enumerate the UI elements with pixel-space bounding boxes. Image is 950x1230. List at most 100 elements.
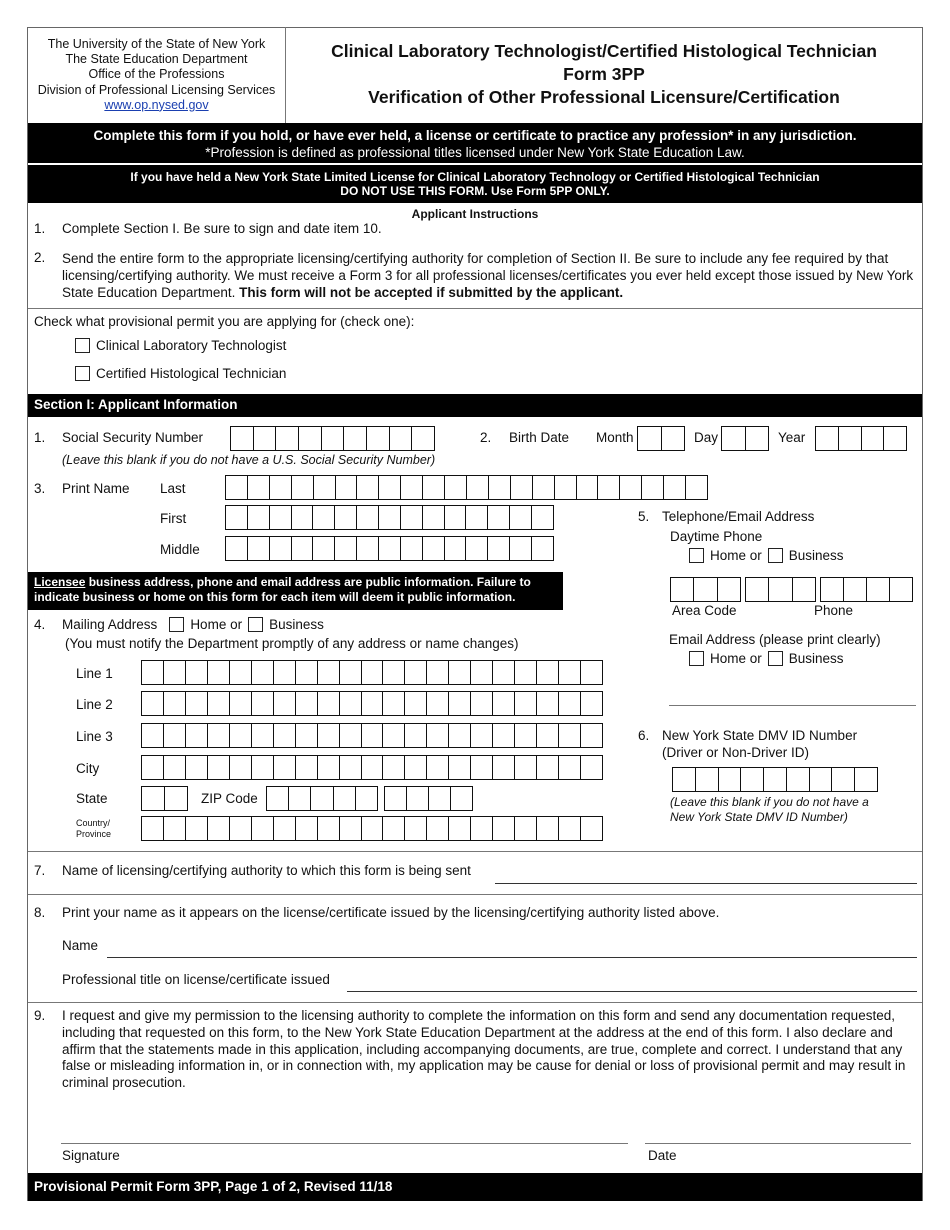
character-box[interactable] xyxy=(694,578,718,601)
character-box[interactable] xyxy=(340,817,362,840)
character-box[interactable] xyxy=(252,817,274,840)
character-box[interactable] xyxy=(493,661,516,684)
character-box[interactable] xyxy=(165,787,187,810)
character-box[interactable] xyxy=(821,578,844,601)
address-business-checkbox[interactable] xyxy=(248,617,264,632)
character-box[interactable] xyxy=(357,506,380,529)
last-name-input[interactable] xyxy=(225,475,708,500)
character-box[interactable] xyxy=(164,817,186,840)
character-box[interactable] xyxy=(226,506,248,529)
character-box[interactable] xyxy=(493,817,516,840)
character-box[interactable] xyxy=(510,537,533,560)
email-business-checkbox[interactable] xyxy=(767,651,783,666)
character-box[interactable] xyxy=(445,476,467,499)
character-box[interactable] xyxy=(467,476,489,499)
character-box[interactable] xyxy=(322,427,345,450)
character-box[interactable] xyxy=(581,817,602,840)
character-box[interactable] xyxy=(296,756,318,779)
country-input[interactable] xyxy=(141,816,603,841)
character-box[interactable] xyxy=(362,756,384,779)
birth-month-input[interactable] xyxy=(637,426,685,451)
character-box[interactable] xyxy=(336,476,358,499)
character-box[interactable] xyxy=(226,537,248,560)
address-line3-input[interactable] xyxy=(141,723,603,748)
character-box[interactable] xyxy=(142,787,165,810)
character-box[interactable] xyxy=(335,506,358,529)
character-box[interactable] xyxy=(427,756,450,779)
character-box[interactable] xyxy=(718,578,740,601)
character-box[interactable] xyxy=(764,768,787,791)
character-box[interactable] xyxy=(313,537,336,560)
permit-option-clt[interactable]: Clinical Laboratory Technologist xyxy=(75,338,286,353)
character-box[interactable] xyxy=(208,756,230,779)
character-box[interactable] xyxy=(577,476,599,499)
character-box[interactable] xyxy=(208,724,230,747)
character-box[interactable] xyxy=(252,692,274,715)
character-box[interactable] xyxy=(559,756,582,779)
character-box[interactable] xyxy=(537,817,560,840)
character-box[interactable] xyxy=(471,661,494,684)
character-box[interactable] xyxy=(537,661,560,684)
character-box[interactable] xyxy=(451,787,472,810)
character-box[interactable] xyxy=(340,724,362,747)
middle-name-input[interactable] xyxy=(225,536,554,561)
character-box[interactable] xyxy=(270,537,292,560)
authority-input[interactable] xyxy=(495,883,917,884)
character-box[interactable] xyxy=(186,817,208,840)
character-box[interactable] xyxy=(379,506,401,529)
character-box[interactable] xyxy=(581,661,602,684)
character-box[interactable] xyxy=(356,787,377,810)
character-box[interactable] xyxy=(340,692,362,715)
character-box[interactable] xyxy=(362,724,384,747)
character-box[interactable] xyxy=(379,476,402,499)
character-box[interactable] xyxy=(673,768,696,791)
character-box[interactable] xyxy=(362,661,384,684)
character-box[interactable] xyxy=(890,578,912,601)
character-box[interactable] xyxy=(515,817,538,840)
phone-prefix-input[interactable] xyxy=(745,577,816,602)
character-box[interactable] xyxy=(142,724,164,747)
character-box[interactable] xyxy=(383,661,406,684)
character-box[interactable] xyxy=(401,537,423,560)
character-box[interactable] xyxy=(362,817,384,840)
zip-input[interactable] xyxy=(266,786,378,811)
character-box[interactable] xyxy=(769,578,793,601)
character-box[interactable] xyxy=(270,506,292,529)
character-box[interactable] xyxy=(412,427,434,450)
character-box[interactable] xyxy=(515,724,538,747)
character-box[interactable] xyxy=(186,661,208,684)
character-box[interactable] xyxy=(274,817,296,840)
character-box[interactable] xyxy=(405,692,428,715)
phone-home-checkbox[interactable] xyxy=(689,548,704,563)
character-box[interactable] xyxy=(427,724,450,747)
character-box[interactable] xyxy=(449,724,472,747)
character-box[interactable] xyxy=(839,427,862,450)
character-box[interactable] xyxy=(405,817,428,840)
character-box[interactable] xyxy=(274,692,296,715)
character-box[interactable] xyxy=(318,756,340,779)
character-box[interactable] xyxy=(429,787,451,810)
character-box[interactable] xyxy=(746,578,770,601)
character-box[interactable] xyxy=(230,724,252,747)
dmv-id-input[interactable] xyxy=(672,767,878,792)
phone-line-input[interactable] xyxy=(820,577,913,602)
character-box[interactable] xyxy=(598,476,621,499)
character-box[interactable] xyxy=(581,724,602,747)
character-box[interactable] xyxy=(686,476,707,499)
character-box[interactable] xyxy=(208,661,230,684)
character-box[interactable] xyxy=(357,537,380,560)
character-box[interactable] xyxy=(449,692,472,715)
character-box[interactable] xyxy=(862,427,885,450)
character-box[interactable] xyxy=(537,724,560,747)
character-box[interactable] xyxy=(405,756,428,779)
character-box[interactable] xyxy=(537,756,560,779)
ssn-input[interactable] xyxy=(230,426,435,451)
character-box[interactable] xyxy=(142,817,164,840)
character-box[interactable] xyxy=(511,476,533,499)
character-box[interactable] xyxy=(254,427,277,450)
permit-option-cht[interactable]: Certified Histological Technician xyxy=(75,366,286,381)
character-box[interactable] xyxy=(719,768,742,791)
character-box[interactable] xyxy=(318,692,340,715)
character-box[interactable] xyxy=(296,724,318,747)
character-box[interactable] xyxy=(248,537,270,560)
